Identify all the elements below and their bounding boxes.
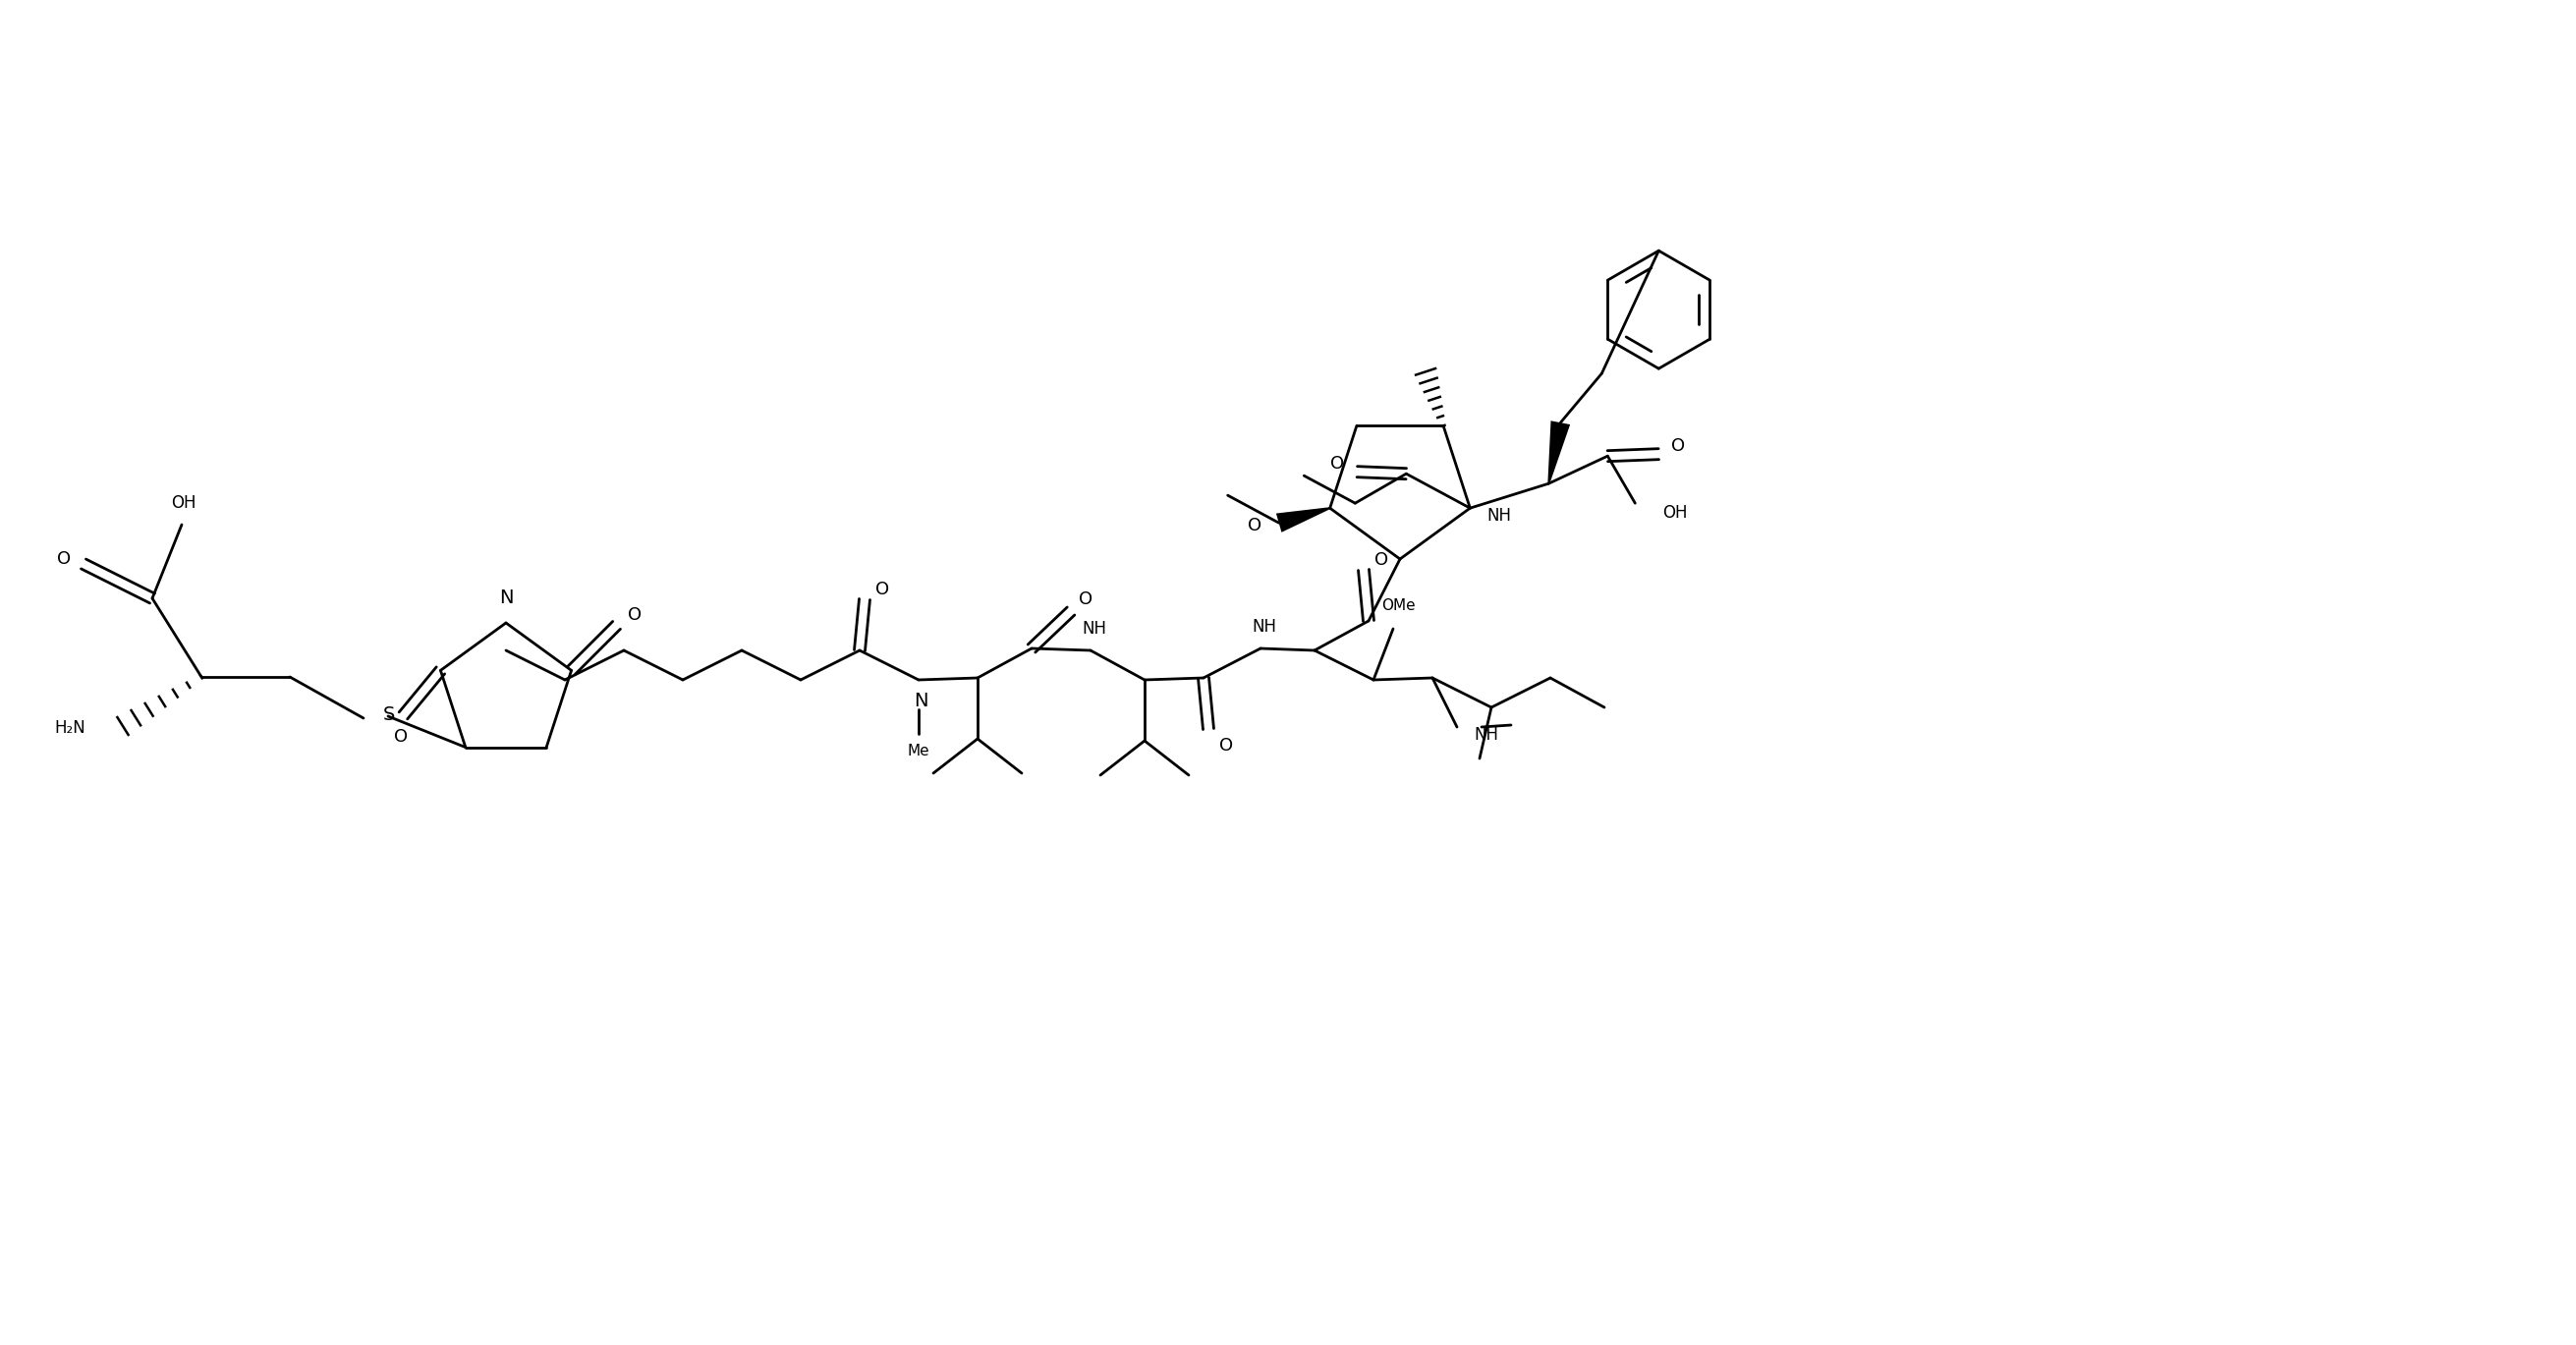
Text: O: O [1079, 590, 1092, 608]
Text: O: O [1332, 455, 1345, 472]
Text: NH: NH [1473, 726, 1499, 744]
Text: O: O [394, 729, 407, 746]
Polygon shape [1548, 421, 1571, 484]
Text: NH: NH [1082, 620, 1108, 638]
Text: S: S [384, 706, 394, 725]
Text: H₂N: H₂N [54, 720, 85, 737]
Text: NH: NH [1252, 617, 1278, 636]
Text: O: O [1376, 551, 1388, 569]
Text: OMe: OMe [1381, 599, 1414, 613]
Text: Me: Me [907, 744, 930, 759]
Text: O: O [1218, 737, 1234, 755]
Text: NH: NH [1486, 507, 1512, 525]
Text: OH: OH [170, 494, 196, 512]
Text: O: O [1672, 437, 1685, 455]
Text: N: N [500, 589, 513, 608]
Text: O: O [57, 550, 70, 568]
Text: O: O [876, 581, 889, 599]
Text: O: O [1247, 516, 1262, 534]
Text: O: O [629, 607, 641, 624]
Text: N: N [914, 693, 927, 710]
Polygon shape [1275, 507, 1329, 533]
Text: OH: OH [1662, 504, 1687, 522]
